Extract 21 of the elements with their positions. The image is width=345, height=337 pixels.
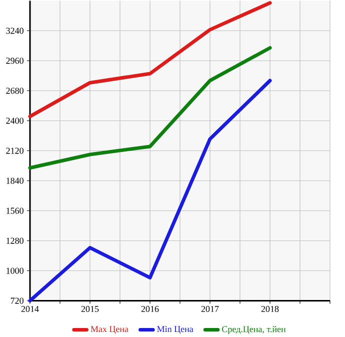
x-tick-label: 2014 [21,306,39,312]
legend-label: Min Цена [157,326,194,334]
line-series [28,78,272,302]
y-tick-label: 2400 [6,117,24,124]
x-tick-label: 2015 [81,306,99,312]
y-tick-label: 2680 [6,87,24,94]
y-tick-label: 720 [10,297,24,304]
line-series [28,46,272,170]
y-tick-label: 1560 [6,207,24,214]
y-tick-label: 1000 [6,267,24,274]
y-tick-label: 3240 [6,27,24,34]
x-tick-label: 2016 [141,306,159,312]
y-tick-label: 2120 [6,147,24,154]
x-tick-label: 2017 [201,306,219,312]
legend-label: Сред.Цена, т.йен [222,326,286,334]
y-tick-label: 1280 [6,237,24,244]
y-tick-label: 2960 [6,57,24,64]
x-tick-label: 2018 [261,306,279,312]
legend-label: Max Цена [90,326,128,334]
y-tick-label: 1840 [6,177,24,184]
line-series [28,0,272,118]
